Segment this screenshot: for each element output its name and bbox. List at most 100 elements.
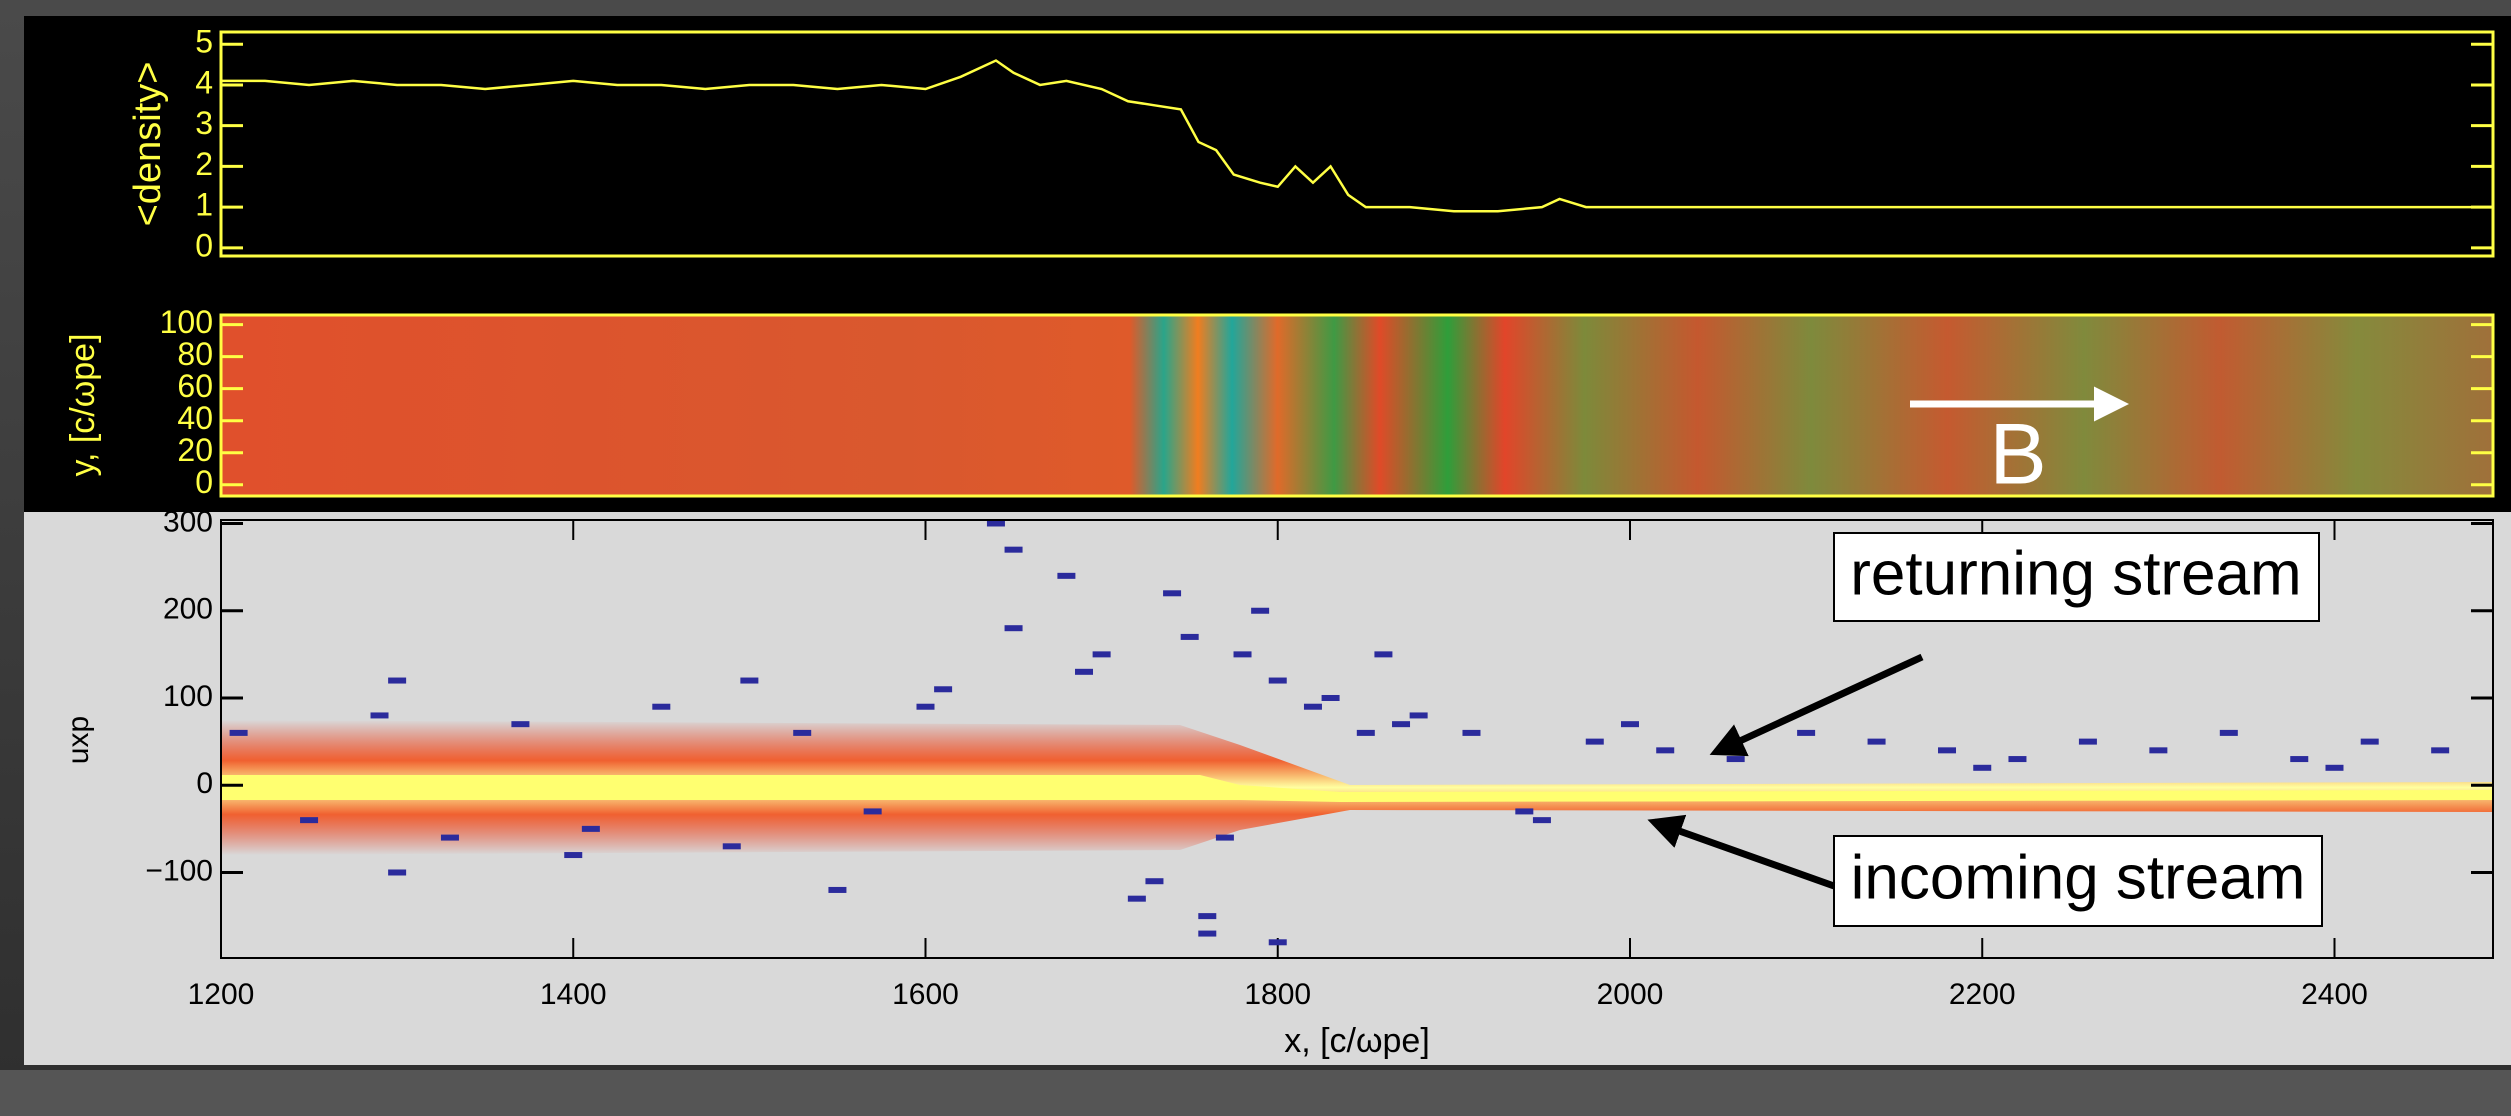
density-line (221, 59, 2493, 213)
particle (722, 843, 741, 850)
particle (2008, 756, 2027, 763)
x-tick-label: 2400 (2301, 978, 2368, 1011)
x-tick-label: 1400 (540, 978, 607, 1011)
particle (1233, 651, 1252, 658)
particle (564, 852, 583, 859)
y-tick-label: 5 (195, 24, 213, 60)
particle (652, 703, 671, 710)
particle (793, 729, 812, 736)
particle (1321, 694, 1340, 701)
plot-frame (219, 313, 2495, 498)
x-tick-label: 1800 (1244, 978, 1311, 1011)
particle (1251, 607, 1270, 614)
y-axis-label: uxp (62, 716, 95, 764)
particle (300, 817, 319, 824)
particle (1198, 930, 1217, 937)
particle (1163, 590, 1182, 597)
particle (1004, 546, 1023, 553)
x-axis-label: x, [c/ωpe] (1284, 1022, 1430, 1060)
particle (1938, 747, 1957, 754)
particle (1973, 764, 1992, 771)
y-tick-label: −100 (145, 854, 213, 887)
annotation-box (1833, 835, 2323, 927)
y-tick-label: 1 (195, 187, 213, 223)
plot-frame (220, 519, 2494, 959)
particle (1656, 747, 1675, 754)
particle (370, 712, 389, 719)
x-tick-label: 2200 (1949, 978, 2016, 1011)
y-tick-label: 0 (195, 227, 213, 263)
particle (388, 677, 407, 684)
y-tick-label: 40 (177, 400, 213, 436)
y-tick-label: 4 (195, 64, 213, 100)
particle (1532, 817, 1551, 824)
plot-frame (219, 30, 2495, 258)
particle (863, 808, 882, 815)
particle (2219, 729, 2238, 736)
particle (1620, 721, 1639, 728)
annotation: returning stream (1850, 539, 2301, 608)
x-tick-label: 1600 (892, 978, 959, 1011)
particle (1092, 651, 1111, 658)
particle (2078, 738, 2097, 745)
particle (2325, 764, 2344, 771)
field-label: B (1989, 407, 2046, 503)
particle (1392, 721, 1411, 728)
y-tick-label: 60 (177, 368, 213, 404)
y-tick-label: 100 (163, 680, 213, 713)
particle (2360, 738, 2379, 745)
particle (511, 721, 530, 728)
particle (828, 886, 847, 893)
x-tick-label: 2000 (1597, 978, 1664, 1011)
particle (1268, 939, 1287, 946)
particle (1004, 625, 1023, 632)
particle (581, 825, 600, 832)
frames (219, 30, 2495, 959)
particle (1180, 633, 1199, 640)
particle (1515, 808, 1534, 815)
particle (740, 677, 759, 684)
y-tick-label: 0 (195, 464, 213, 500)
particle (1198, 913, 1217, 920)
y-tick-label: 300 (163, 505, 213, 538)
particle (1215, 834, 1234, 841)
annotation-arrow (1709, 653, 1924, 757)
particle (1797, 729, 1816, 736)
particle (1127, 895, 1146, 902)
particle (440, 834, 459, 841)
y-tick-label: 80 (177, 336, 213, 372)
particle (2149, 747, 2168, 754)
particle (1374, 651, 1393, 658)
y-tick-label: 200 (163, 593, 213, 626)
particle (1057, 572, 1076, 579)
particle (229, 729, 248, 736)
particle (1145, 878, 1164, 885)
particle (2290, 756, 2309, 763)
particle (1303, 703, 1322, 710)
y-tick-label: 100 (160, 304, 213, 340)
annotation-box (1833, 532, 2320, 622)
x-tick-label: 1200 (188, 978, 255, 1011)
particle (388, 869, 407, 876)
y-axis-label: y, [c/ωpe] (64, 333, 102, 476)
y-tick-label: 0 (196, 767, 213, 800)
particle (934, 686, 953, 693)
annotation-arrow (1647, 814, 1836, 890)
y-tick-label: 2 (195, 146, 213, 182)
particle (1268, 677, 1287, 684)
particle (1356, 729, 1375, 736)
reflection (0, 1070, 2511, 1116)
particle (1409, 712, 1428, 719)
field-map (221, 315, 2493, 496)
particle (916, 703, 935, 710)
particle (1867, 738, 1886, 745)
annotation: incoming stream (1851, 843, 2306, 912)
particle (1075, 668, 1094, 675)
stream-core (221, 720, 2493, 855)
y-tick-label: 20 (177, 432, 213, 468)
particle (1585, 738, 1604, 745)
y-axis-label: <density> (127, 62, 169, 227)
particle (986, 520, 1005, 527)
